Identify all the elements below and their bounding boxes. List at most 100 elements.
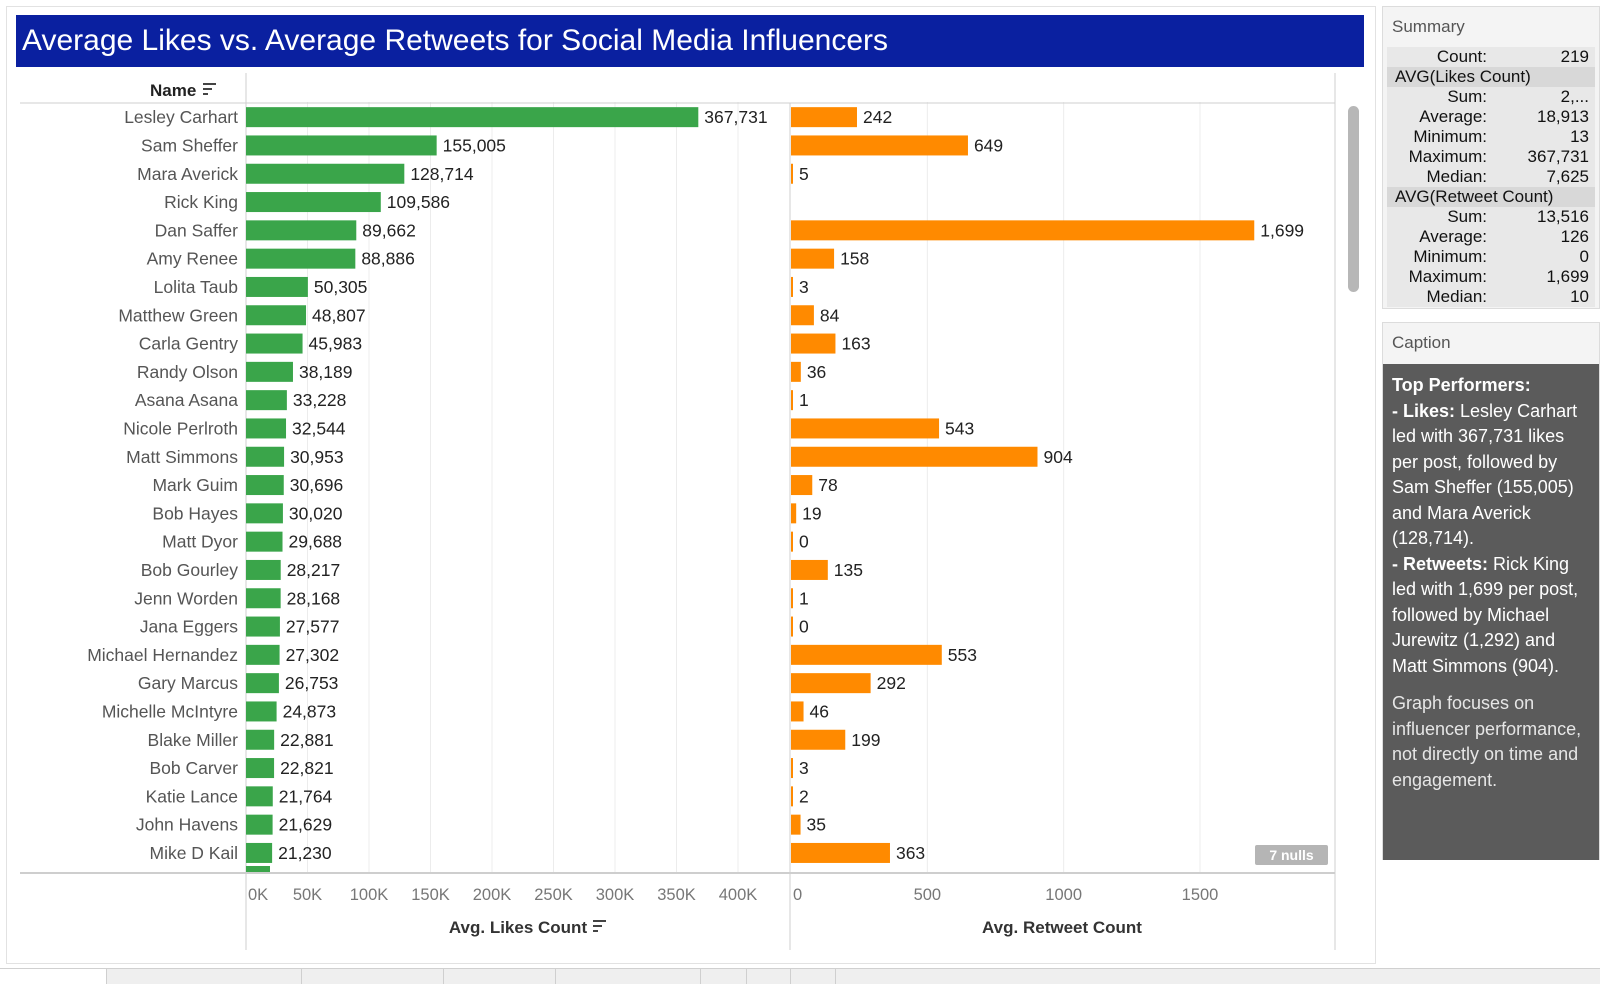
nulls-badge[interactable]: 7 nulls (1255, 845, 1328, 865)
data-label: 28,168 (287, 588, 341, 608)
data-label: 30,953 (290, 447, 344, 467)
category-label: Matt Dyor (162, 532, 238, 552)
bar (246, 814, 273, 835)
summary-row-label: Maximum: (1408, 147, 1487, 166)
category-label: Rick King (164, 192, 238, 212)
tick-label: 0K (248, 886, 268, 904)
sheet-tab[interactable] (301, 969, 444, 984)
bar (791, 107, 857, 128)
data-label: 21,230 (278, 843, 332, 863)
bar (246, 866, 270, 872)
summary-panel: Summary Count: 219 AVG(Likes Count) Sum: 2… (1382, 6, 1600, 309)
data-label: 33,228 (293, 390, 347, 410)
tick-label: 400K (719, 886, 758, 904)
data-label: 21,764 (279, 786, 333, 806)
bar (246, 559, 281, 580)
bar (246, 701, 277, 722)
summary-count-value: 219 (1560, 47, 1589, 66)
data-label: 35 (807, 815, 826, 835)
tick-label: 0 (793, 886, 802, 904)
bar (791, 418, 940, 439)
sheet-tab[interactable] (0, 969, 107, 984)
data-label: 128,714 (410, 164, 474, 184)
data-label: 292 (877, 673, 906, 693)
summary-row: Minimum: 0 (1387, 247, 1595, 267)
data-label: 36 (807, 362, 826, 382)
bar (246, 616, 280, 637)
category-label: Asana Asana (135, 390, 238, 410)
sheet-tab[interactable] (746, 969, 791, 984)
bar (246, 107, 699, 128)
bar (791, 446, 1038, 467)
caption-retweets-text: Rick King led with 1,699 per post, follo… (1392, 553, 1579, 676)
sheet-tab[interactable] (555, 969, 701, 984)
bar (791, 842, 890, 863)
sheet-tab[interactable] (700, 969, 747, 984)
data-label: 78 (818, 475, 837, 495)
category-label: Jenn Worden (134, 588, 238, 608)
row-header-name: Name (150, 81, 196, 100)
data-label: 0 (799, 532, 809, 552)
data-label: 649 (974, 135, 1003, 155)
category-label: Randy Olson (137, 362, 238, 382)
bar (791, 729, 846, 750)
category-label: Mara Averick (137, 164, 238, 184)
data-label: 199 (851, 730, 880, 750)
tick-label: 500 (914, 886, 942, 904)
sheet-tab[interactable] (106, 969, 302, 984)
data-label: 89,662 (362, 220, 416, 240)
bar (791, 305, 814, 326)
sheet-tab[interactable] (790, 969, 836, 984)
dashboard-frame (6, 6, 1376, 964)
category-label: Jana Eggers (140, 617, 239, 637)
summary-row-value: 2,... (1560, 87, 1589, 106)
bar (246, 644, 280, 665)
data-label: 0 (799, 617, 809, 637)
data-label: 22,881 (280, 730, 334, 750)
category-label: Mike D Kail (150, 843, 239, 863)
bar (246, 220, 357, 241)
data-label: 84 (820, 305, 840, 325)
category-label: Lolita Taub (154, 277, 238, 297)
data-label: 21,629 (279, 815, 333, 835)
bar (791, 220, 1255, 241)
bar (246, 276, 308, 297)
summary-row-value: 7,625 (1546, 167, 1589, 186)
bar (791, 644, 942, 665)
category-label: Mark Guim (152, 475, 238, 495)
data-label: 3 (799, 758, 809, 778)
tick-label: 1500 (1182, 886, 1219, 904)
bar (246, 475, 284, 496)
tick-label: 200K (473, 886, 512, 904)
sort-icon (203, 83, 216, 95)
tick-label: 1000 (1045, 886, 1082, 904)
caption-retweets-label: - Retweets: (1392, 553, 1489, 574)
data-label: 30,696 (290, 475, 344, 495)
data-label: 38,189 (299, 362, 353, 382)
summary-row-value: 1,699 (1546, 267, 1589, 286)
data-label: 88,886 (361, 249, 415, 269)
summary-count-row: Count: 219 (1387, 47, 1595, 67)
summary-row: Median: 7,625 (1387, 167, 1595, 187)
data-label: 45,983 (309, 334, 363, 354)
summary-row-value: 10 (1570, 287, 1589, 306)
bar (246, 390, 287, 411)
sheet-tab[interactable] (443, 969, 556, 984)
summary-row-value: 13,516 (1537, 207, 1589, 226)
bar (246, 418, 287, 439)
data-label: 553 (948, 645, 977, 665)
category-label: Bob Carver (149, 758, 238, 778)
data-label: 30,020 (289, 503, 343, 523)
category-label: Katie Lance (146, 786, 238, 806)
vertical-scrollbar[interactable] (1348, 106, 1359, 292)
bar (246, 305, 307, 326)
sort-icon (593, 920, 606, 932)
bar (246, 842, 273, 863)
data-label: 109,586 (387, 192, 450, 212)
bar (791, 786, 793, 807)
category-label: Michael Hernandez (87, 645, 238, 665)
tick-label: 100K (350, 886, 389, 904)
data-label: 32,544 (292, 418, 346, 438)
summary-row-label: Average: (1419, 227, 1487, 246)
